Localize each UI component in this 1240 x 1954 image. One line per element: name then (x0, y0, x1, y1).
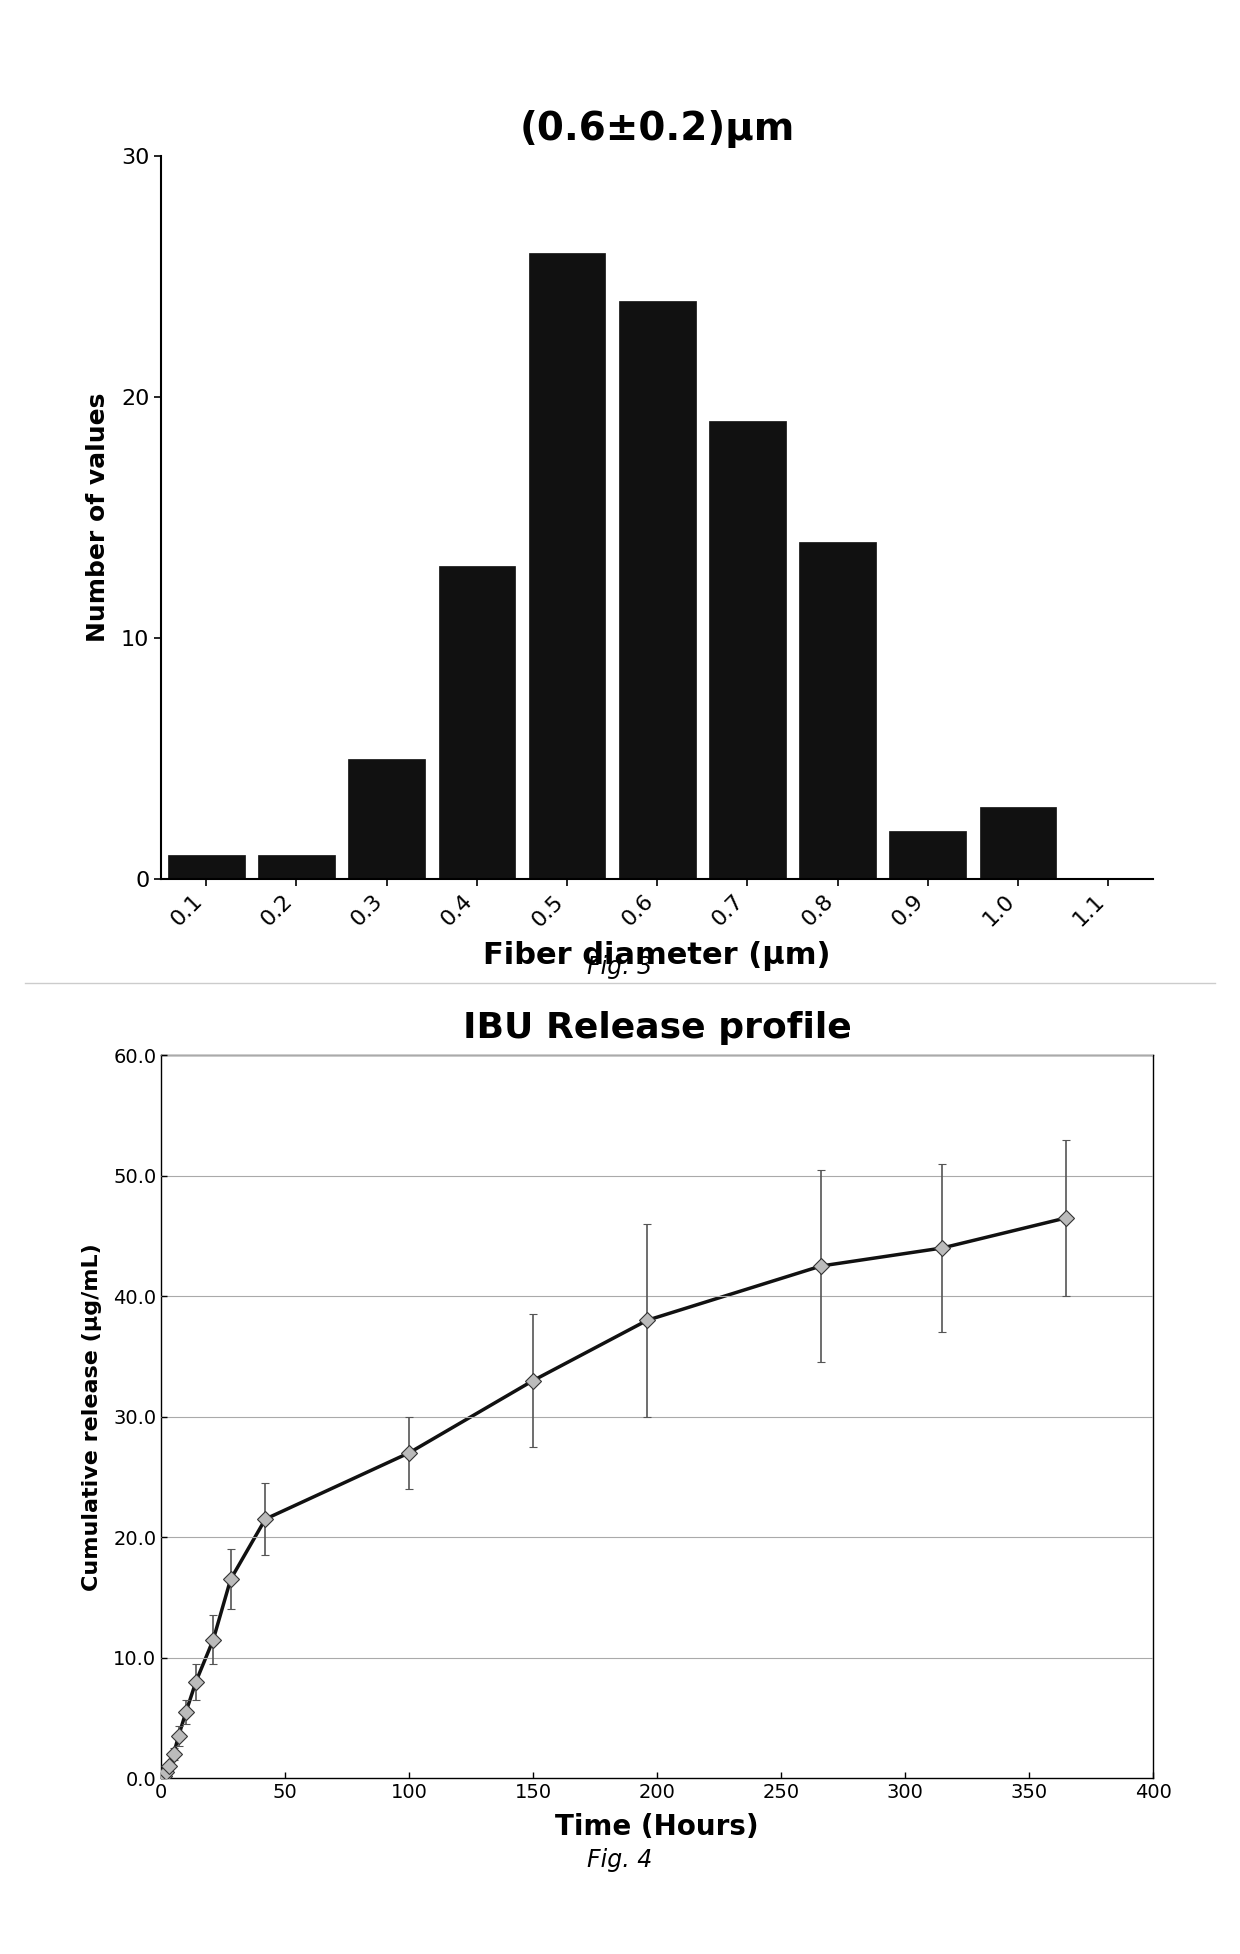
Y-axis label: Cumulative release (μg/mL): Cumulative release (μg/mL) (82, 1243, 102, 1591)
Text: Fig. 4: Fig. 4 (588, 1848, 652, 1872)
X-axis label: Fiber diameter (μm): Fiber diameter (μm) (484, 942, 831, 971)
Bar (889, 830, 966, 879)
X-axis label: Time (Hours): Time (Hours) (556, 1813, 759, 1841)
Bar (439, 567, 515, 879)
Text: Fig. 3: Fig. 3 (588, 956, 652, 979)
Bar (348, 758, 425, 879)
Y-axis label: Number of values: Number of values (86, 393, 110, 643)
Title: (0.6±0.2)μm: (0.6±0.2)μm (520, 109, 795, 149)
Bar (619, 301, 696, 879)
Title: IBU Release profile: IBU Release profile (463, 1012, 852, 1045)
Bar (167, 856, 244, 879)
Bar (800, 541, 875, 879)
Bar (709, 422, 786, 879)
Bar (258, 856, 335, 879)
Bar (528, 252, 605, 879)
Bar (980, 807, 1056, 879)
